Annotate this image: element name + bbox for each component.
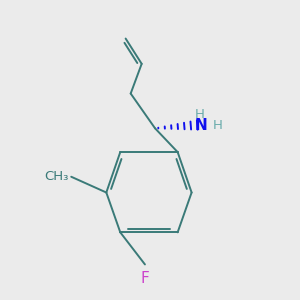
Text: H: H [212, 119, 222, 132]
Text: N: N [195, 118, 208, 133]
Text: H: H [195, 108, 205, 121]
Text: F: F [141, 271, 149, 286]
Text: CH₃: CH₃ [44, 170, 69, 183]
